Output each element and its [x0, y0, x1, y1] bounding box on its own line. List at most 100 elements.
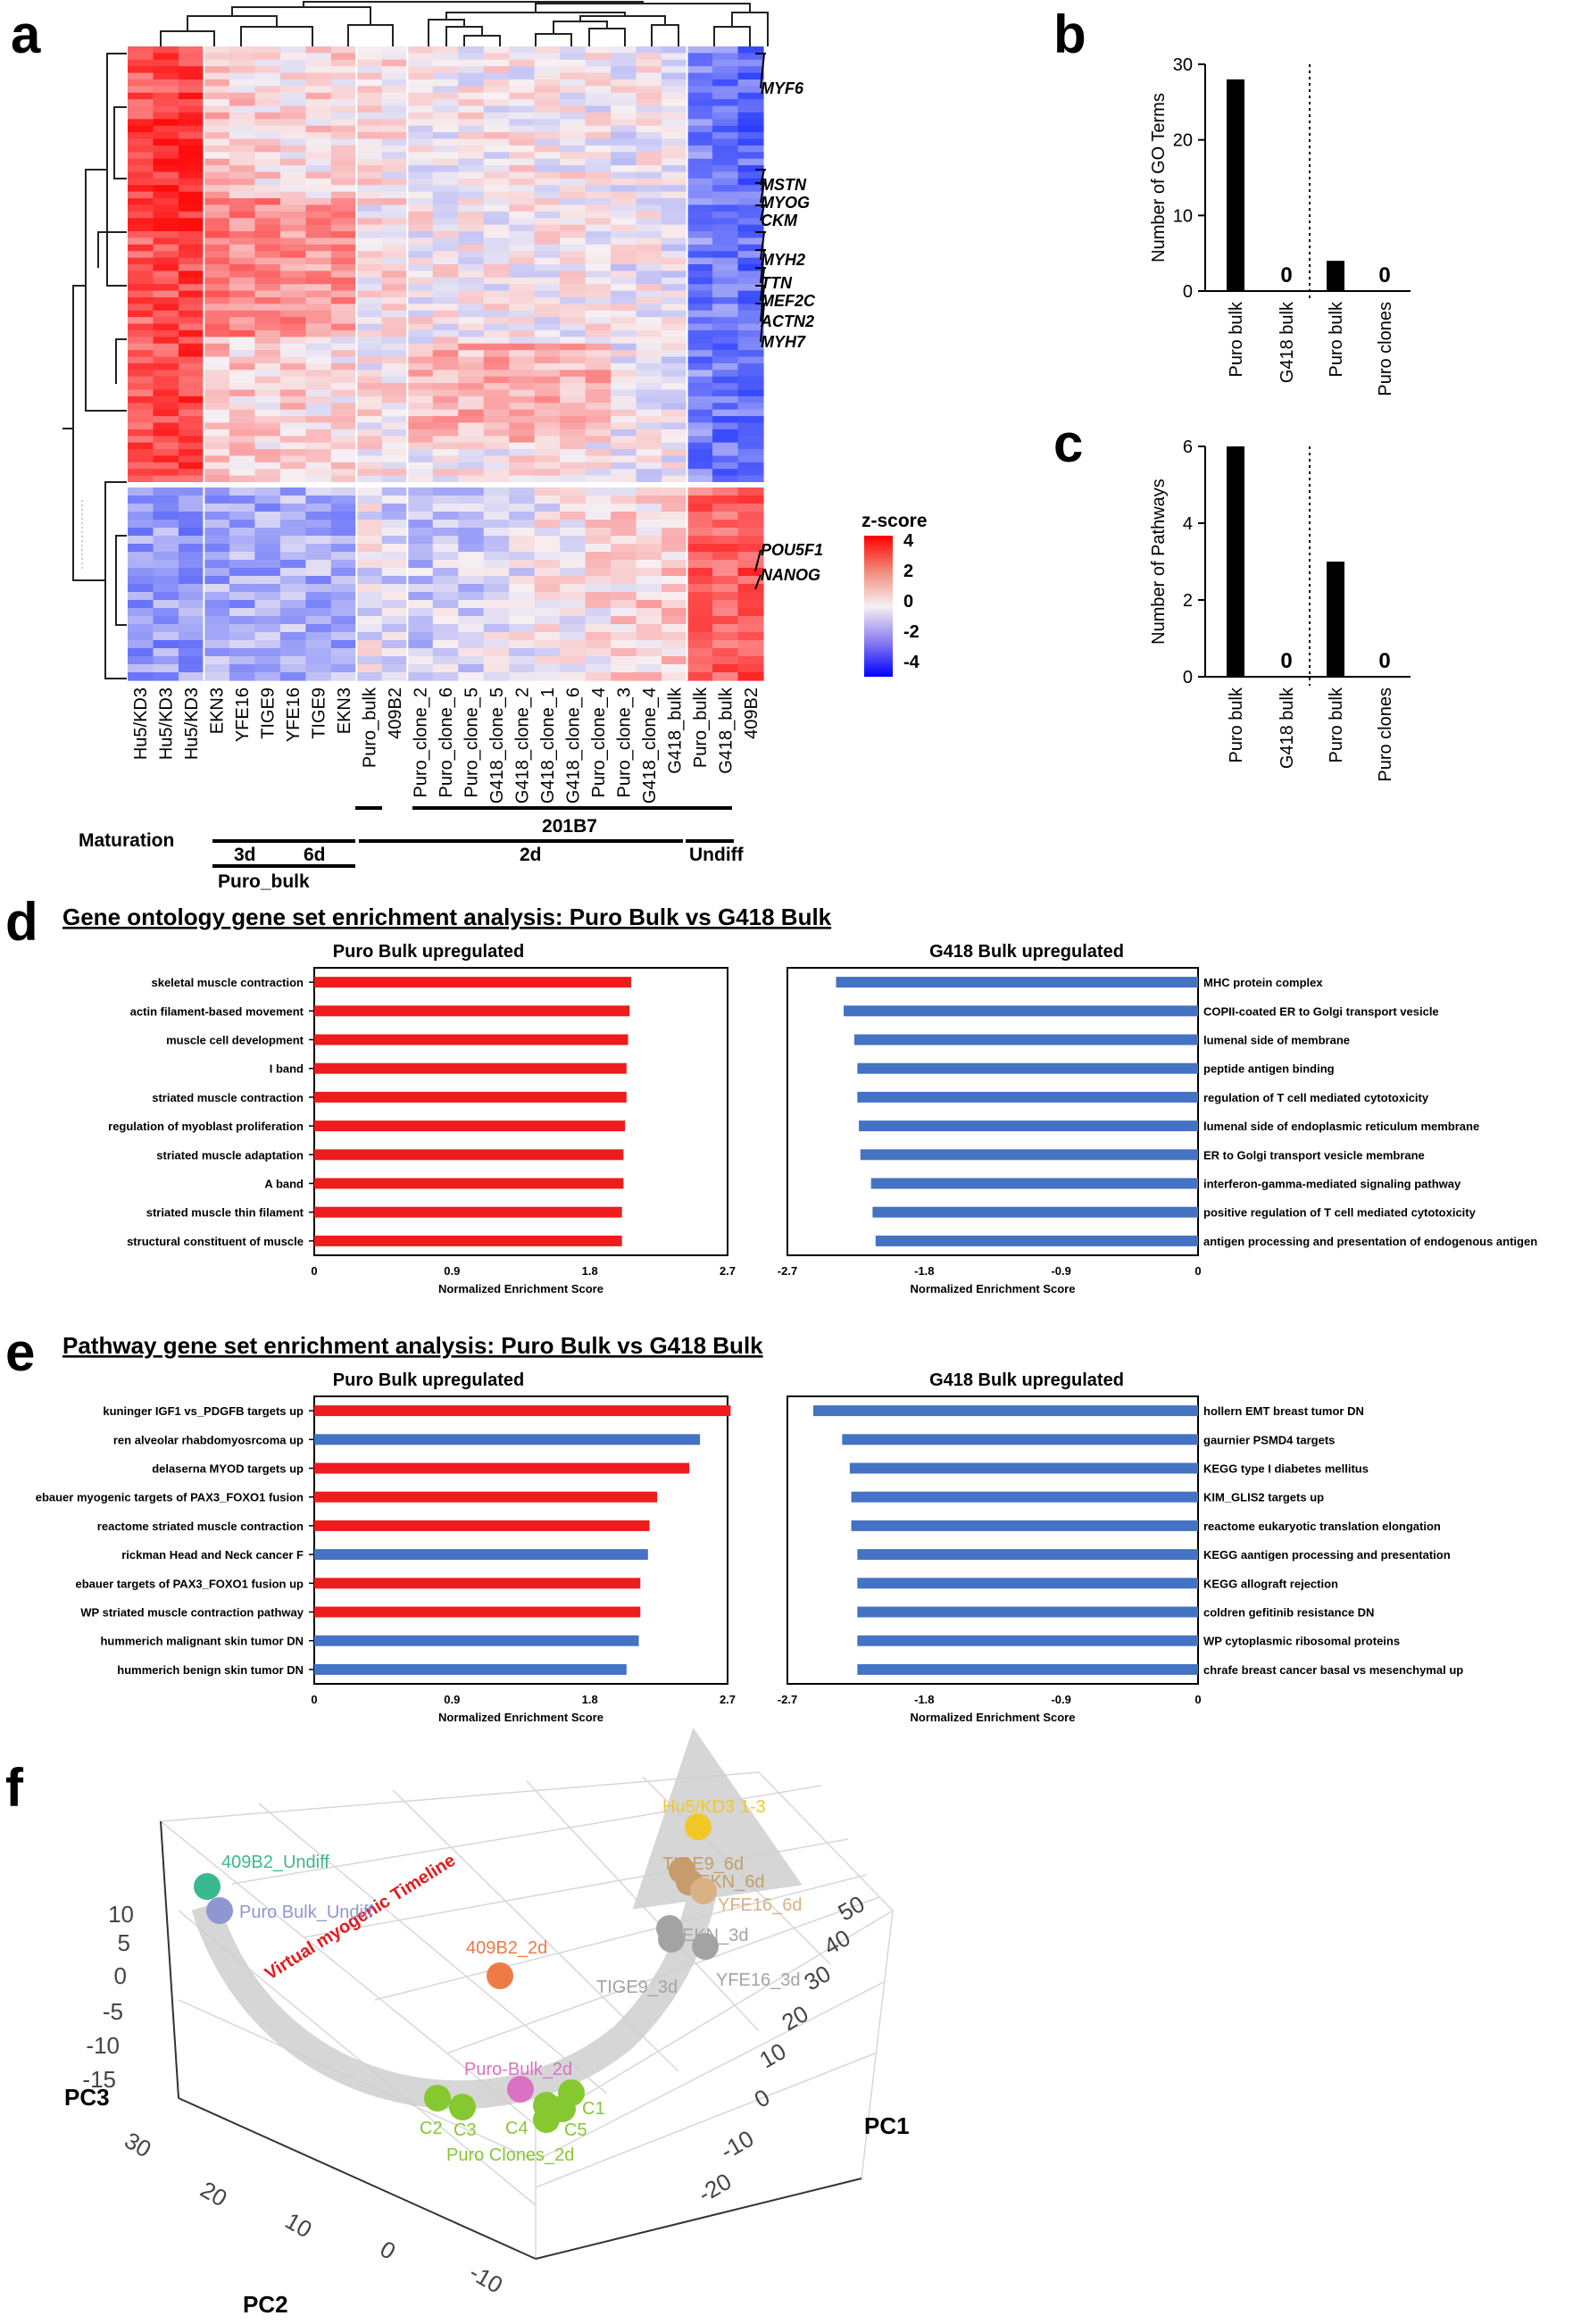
bar — [314, 1405, 731, 1417]
category-label: striated muscle thin filament — [146, 1206, 304, 1220]
category-label: KIM_GLIS2 targets up — [1203, 1491, 1324, 1504]
x-tick-label: 1.8 — [582, 1264, 598, 1278]
bar — [857, 1663, 1198, 1675]
category-label: hummerich malignant skin tumor DN — [100, 1635, 304, 1648]
right-subtitle: G418 Bulk upregulated — [929, 1370, 1124, 1390]
pc1-tick: 50 — [833, 1890, 869, 1926]
y-tick-label: 4 — [1183, 514, 1193, 534]
bar — [314, 1663, 627, 1675]
panel-d-title: Gene ontology gene set enrichment analys… — [62, 904, 832, 930]
category-label: positive regulation of T cell mediated c… — [1203, 1206, 1477, 1220]
x-tick-label: 0 — [311, 1264, 317, 1278]
category-label: kuninger IGF1 vs_PDGFB targets up — [103, 1404, 304, 1418]
category-label: interferon-gamma-mediated signaling path… — [1203, 1178, 1461, 1191]
heatmap-cells — [128, 46, 764, 681]
bar — [857, 1062, 1198, 1074]
pc2-tick: 10 — [280, 2207, 316, 2243]
panel-letter-e: e — [5, 1322, 36, 1382]
column-label: EKN3 — [335, 687, 354, 734]
category-label: A band — [264, 1178, 304, 1191]
category-label: G418 bulk — [1278, 687, 1297, 769]
category-label: rickman Head and Neck cancer F — [121, 1548, 304, 1562]
column-label: TIGE9 — [259, 687, 279, 739]
bar — [857, 1606, 1198, 1618]
pc1-tick: 20 — [777, 2000, 812, 2036]
column-label: Puro_clone_2 — [412, 687, 431, 797]
zscore-tick: -2 — [903, 622, 920, 642]
panel-e-chart: Pathway gene set enrichment analysis: Pu… — [36, 1332, 1464, 1724]
bar — [314, 1606, 641, 1618]
x-tick-label: 0 — [1194, 1693, 1201, 1706]
clone-label: C2 — [420, 2119, 443, 2138]
column-label: Puro_clone_6 — [437, 687, 456, 797]
panel-letter-a: a — [11, 4, 41, 64]
pca-point — [487, 1962, 513, 1989]
y-axis-label: Number of Pathways — [1149, 479, 1169, 645]
gene-label-nanog: NANOG — [761, 566, 820, 584]
category-label: KEGG type I diabetes mellitus — [1203, 1462, 1369, 1476]
category-label: striated muscle adaptation — [156, 1148, 304, 1162]
column-dendrogram — [160, 1, 769, 46]
y-axis-label: Number of GO Terms — [1149, 93, 1169, 262]
column-label: Puro_bulk — [361, 687, 380, 768]
pca-point-clone — [424, 2085, 451, 2112]
category-label: I band — [270, 1062, 304, 1076]
x-tick-label: 0.9 — [444, 1264, 460, 1278]
axis-label-pc3: PC3 — [64, 2084, 110, 2111]
pc3-tick: -10 — [86, 2032, 120, 2059]
column-label: G418_clone_1 — [538, 687, 558, 804]
category-label: muscle cell development — [166, 1034, 304, 1047]
pc2-tick: 0 — [376, 2236, 401, 2265]
category-label: ER to Golgi transport vesicle membrane — [1203, 1148, 1425, 1162]
pc1-tick: 40 — [819, 1924, 854, 1960]
column-label: Hu5/KD3 — [131, 687, 151, 760]
bar — [859, 1120, 1198, 1132]
pc1-tick: 0 — [750, 2084, 775, 2113]
category-label: reactome striated muscle contraction — [97, 1520, 304, 1533]
bar — [314, 1149, 624, 1161]
column-label: G418_bulk — [716, 687, 736, 774]
x-axis-label: Normalized Enrichment Score — [438, 1711, 603, 1724]
panel-letter-b: b — [1053, 4, 1086, 64]
pca-point — [690, 1878, 717, 1904]
pc3-tick: -5 — [103, 1998, 123, 2025]
x-tick-label: 0 — [1194, 1264, 1201, 1278]
category-label: Puro clones — [1376, 302, 1395, 396]
x-tick-label: -0.9 — [1051, 1264, 1070, 1278]
bar — [844, 1005, 1198, 1017]
pca-point — [685, 1813, 712, 1840]
category-label: KEGG aantigen processing and presentatio… — [1203, 1548, 1451, 1562]
pc2-tick: 20 — [196, 2176, 231, 2212]
bar — [857, 1635, 1198, 1646]
pca-label: Hu5/KD3 1-3 — [662, 1797, 766, 1817]
category-label: antigen processing and presentation of e… — [1203, 1235, 1537, 1248]
pca-label: 409B2_2d — [466, 1938, 547, 1958]
bar — [314, 1120, 626, 1132]
category-label: COPII-coated ER to Golgi transport vesic… — [1203, 1004, 1439, 1018]
clone-label: C4 — [505, 2119, 528, 2138]
x-tick-label: -0.9 — [1051, 1693, 1070, 1706]
pc2-tick: 30 — [120, 2127, 155, 2162]
x-tick-label: 1.8 — [582, 1693, 598, 1706]
bar — [851, 1520, 1198, 1531]
bar — [812, 1405, 1198, 1417]
pca-label: Puro-Bulk_2d — [464, 2060, 572, 2079]
group-201b7: 201B7 — [542, 816, 597, 837]
clone-label: C5 — [564, 2120, 587, 2140]
gene-label-mef2c: MEF2C — [761, 292, 816, 310]
column-label: 409B2 — [742, 687, 762, 739]
pca-label: YFE16_3d — [716, 1970, 801, 1990]
column-label: YFE16 — [233, 687, 253, 742]
category-label: structural constituent of muscle — [127, 1235, 304, 1248]
gene-label-myf6: MYF6 — [761, 79, 804, 97]
bar — [860, 1149, 1198, 1161]
x-axis-label: Normalized Enrichment Score — [911, 1711, 1076, 1724]
x-tick-label: -2.7 — [778, 1264, 797, 1278]
category-label: delaserna MYOD targets up — [152, 1462, 304, 1476]
column-label: EKN3 — [208, 687, 228, 734]
bar — [314, 1091, 627, 1103]
x-tick-label: -2.7 — [778, 1693, 797, 1706]
axis-label-pc1: PC1 — [864, 2112, 910, 2139]
bar — [314, 1062, 627, 1074]
